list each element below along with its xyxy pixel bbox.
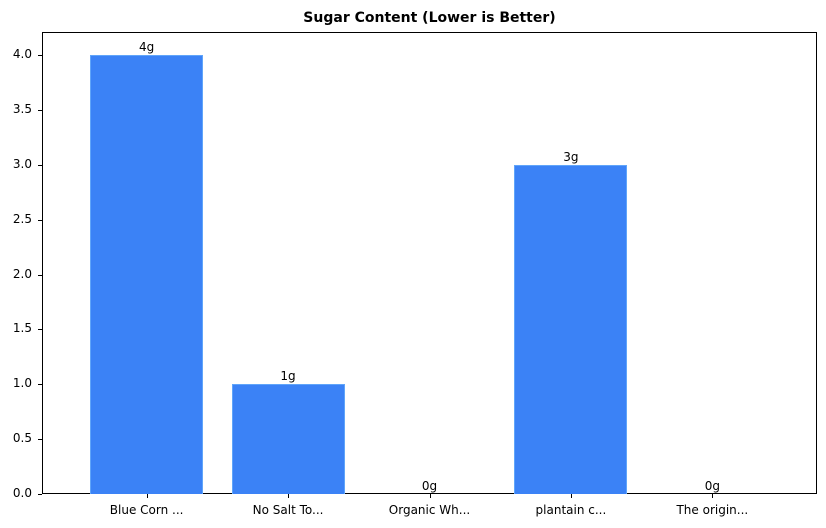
plot-area xyxy=(42,32,817,494)
y-tick-mark xyxy=(38,164,42,166)
bar xyxy=(90,55,204,494)
y-tick-label: 4.0 xyxy=(12,47,32,61)
bar-value-label: 1g xyxy=(280,369,296,384)
bar-value-label: 3g xyxy=(563,149,579,164)
bar-value-label: 0g xyxy=(421,479,438,493)
x-tick-label: Blue Corn ... xyxy=(109,503,184,517)
x-tick-mark xyxy=(570,494,572,498)
x-tick-mark xyxy=(146,494,148,498)
y-tick-mark xyxy=(38,494,42,495)
y-tick-label: 0.0 xyxy=(12,486,32,500)
y-tick-label: 1.0 xyxy=(12,376,32,391)
x-tick-mark xyxy=(429,494,431,498)
chart-title: Sugar Content (Lower is Better) xyxy=(303,10,556,26)
x-tick-label: No Salt To... xyxy=(252,503,324,517)
y-tick-label: 2.5 xyxy=(12,211,32,226)
bar-value-label: 4g xyxy=(139,40,155,54)
y-tick-mark xyxy=(38,55,42,56)
y-tick-mark xyxy=(38,329,42,331)
x-tick-label: plantain c... xyxy=(535,503,607,517)
y-tick-label: 0.5 xyxy=(12,431,32,446)
y-tick-mark xyxy=(38,439,42,441)
y-tick-mark xyxy=(38,219,42,221)
y-tick-label: 1.5 xyxy=(12,321,32,336)
y-tick-mark xyxy=(38,384,42,386)
x-tick-mark xyxy=(712,494,714,498)
y-tick-label: 3.0 xyxy=(12,156,32,171)
bar xyxy=(231,384,345,494)
bar-value-label: 0g xyxy=(704,479,720,493)
x-tick-mark xyxy=(288,494,290,498)
bar xyxy=(514,164,628,494)
y-tick-mark xyxy=(38,109,42,111)
y-tick-label: 2.0 xyxy=(12,266,32,281)
x-tick-label: Organic Wh... xyxy=(388,503,471,517)
x-tick-label: The origin... xyxy=(676,503,749,517)
y-tick-mark xyxy=(38,274,42,276)
y-tick-label: 3.5 xyxy=(12,101,32,116)
